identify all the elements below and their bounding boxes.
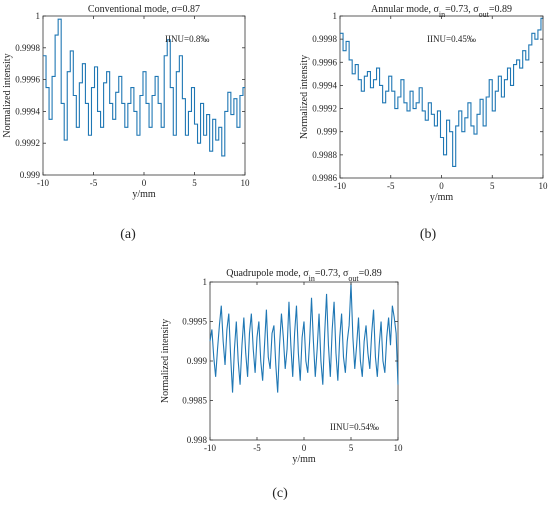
y-tick-label: 0.9992 xyxy=(312,104,337,114)
y-axis-label: Normalized intensity xyxy=(299,55,310,139)
panel-label: (b) xyxy=(420,227,437,242)
y-tick-label: 0.9995 xyxy=(182,317,207,327)
y-tick-label: 1 xyxy=(203,277,208,287)
y-axis-label: Normalized intensity xyxy=(160,319,171,403)
x-tick-label: 5 xyxy=(192,178,197,188)
x-tick-label: -5 xyxy=(387,181,395,191)
y-tick-label: 0.9985 xyxy=(182,396,207,406)
y-tick-label: 0.998 xyxy=(187,435,208,445)
y-tick-label: 0.9994 xyxy=(15,106,40,116)
y-axis-label: Normalized intensity xyxy=(2,53,13,137)
y-tick-label: 1 xyxy=(333,11,338,21)
x-tick-label: 0 xyxy=(142,178,147,188)
chart-annular: -10 -5 0 5 10 0.9986 0.9988 0.999 0.9992 0.9994 0.… xyxy=(299,4,548,242)
iinu-annotation: IINU=0.8‰ xyxy=(165,34,209,44)
series-line xyxy=(209,283,399,393)
y-tick-label: 0.9986 xyxy=(312,173,337,183)
y-tick-label: 0.9994 xyxy=(312,80,337,90)
y-tick-label: 0.9998 xyxy=(312,34,337,44)
y-tick-label: 0.9996 xyxy=(15,75,40,85)
chart-title: Quadrupole mode, σin=0.73, σout=0.89 xyxy=(226,268,381,283)
x-tick-label: 0 xyxy=(302,443,307,453)
y-tick-label: 0.999 xyxy=(20,170,41,180)
series-line xyxy=(340,17,543,167)
x-tick-label: -5 xyxy=(253,443,261,453)
chart-title: Annular mode, σin=0.73, σout=0.89 xyxy=(371,4,512,19)
x-tick-label: -10 xyxy=(204,443,216,453)
x-tick-label: 5 xyxy=(349,443,354,453)
series-line xyxy=(43,18,245,157)
x-axis-label: y/mm xyxy=(292,454,316,465)
x-axis-label: y/mm xyxy=(430,192,454,203)
iinu-annotation: IINU=0.45‰ xyxy=(427,34,476,44)
x-tick-label: 10 xyxy=(241,178,251,188)
y-tick-label: 0.9992 xyxy=(15,138,40,148)
x-tick-label: -10 xyxy=(37,178,49,188)
y-tick-label: 0.999 xyxy=(187,356,208,366)
y-tick-label: 1 xyxy=(36,11,41,21)
x-tick-label: 10 xyxy=(394,443,404,453)
y-tick-label: 0.9998 xyxy=(15,43,40,53)
iinu-annotation: IINU=0.54‰ xyxy=(330,422,379,432)
x-tick-label: -5 xyxy=(90,178,98,188)
y-tick-label: 0.999 xyxy=(317,127,338,137)
chart-quadrupole: -10 -5 0 5 10 0.998 0.9985 0.999 0.9995 1 Quadrupo… xyxy=(160,268,403,501)
panel-label: (c) xyxy=(272,486,288,501)
x-tick-label: 10 xyxy=(539,181,549,191)
x-tick-label: -10 xyxy=(334,181,346,191)
y-tick-label: 0.9996 xyxy=(312,57,337,67)
x-axis-label: y/mm xyxy=(132,189,156,200)
x-tick-label: 5 xyxy=(490,181,495,191)
panel-label: (a) xyxy=(120,227,136,242)
x-tick-label: 0 xyxy=(439,181,444,191)
chart-title: Conventional mode, σ=0.87 xyxy=(88,4,200,15)
chart-conventional: -10 -5 0 5 10 0.999 0.9992 0.9994 0.9996 0.9998 1 C… xyxy=(2,4,250,242)
y-tick-label: 0.9988 xyxy=(312,150,337,160)
